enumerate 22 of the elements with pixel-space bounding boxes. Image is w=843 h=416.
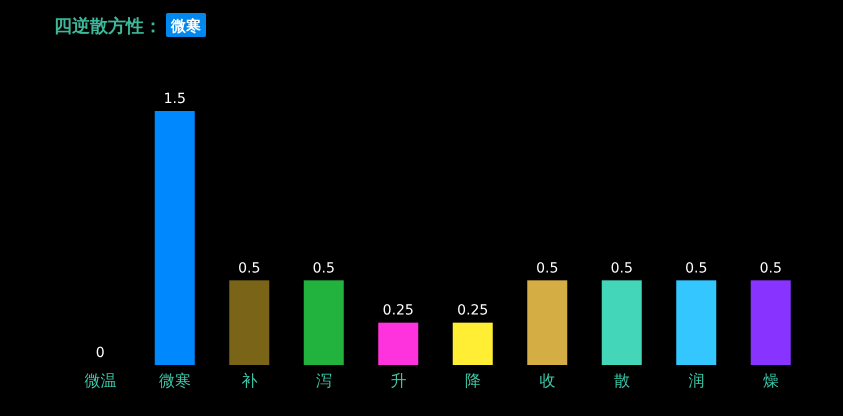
- x-tick-label: 微温: [84, 371, 116, 390]
- x-tick-label: 泻: [316, 371, 332, 390]
- x-tick-label: 润: [688, 371, 704, 390]
- x-tick-label: 散: [614, 371, 630, 390]
- x-tick-label: 微寒: [158, 371, 191, 390]
- subtitle: 微寒: [171, 17, 201, 35]
- data-label: 1.5: [164, 91, 186, 107]
- data-label: 0.25: [382, 302, 414, 319]
- data-label: 0.5: [610, 260, 633, 276]
- x-tick-label: 降: [464, 371, 481, 390]
- title: 四逆散方性：: [54, 16, 162, 37]
- x-tick-label: 燥: [762, 371, 779, 390]
- data-label: 0.5: [312, 260, 335, 276]
- data-label: 0.5: [238, 260, 260, 276]
- data-label: 0.5: [536, 260, 558, 276]
- data-label: 0.5: [685, 260, 708, 276]
- data-label: 0.25: [457, 302, 488, 319]
- x-tick-label: 升: [390, 371, 406, 390]
- data-label: 0.5: [760, 260, 782, 276]
- data-label: 0: [96, 345, 105, 361]
- x-tick-label: 补: [241, 371, 258, 390]
- x-tick-label: 收: [539, 371, 556, 390]
